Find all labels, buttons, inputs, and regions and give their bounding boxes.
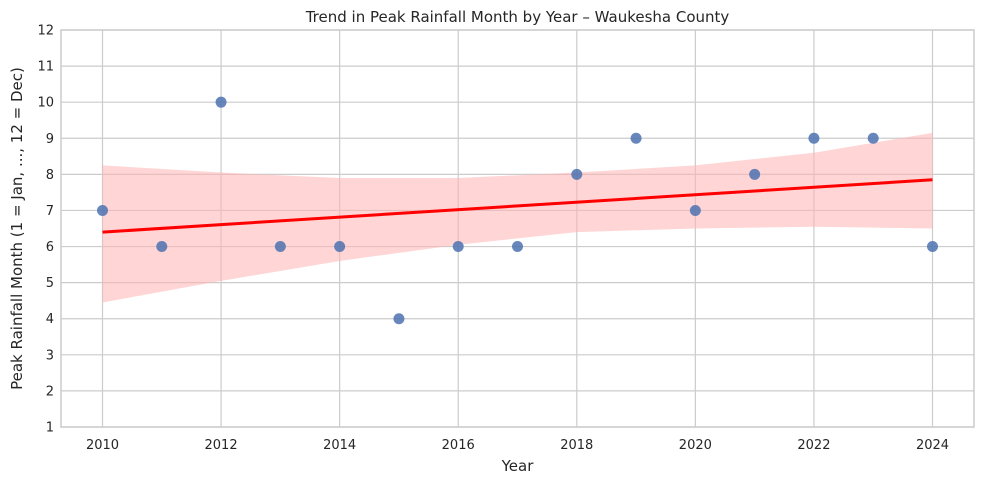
- y-tick-label: 10: [37, 96, 54, 111]
- y-tick-label: 5: [46, 276, 54, 291]
- y-tick-label: 9: [46, 132, 54, 147]
- regression-line: [102, 178, 933, 234]
- y-tick-label: 4: [46, 312, 54, 327]
- data-points: [97, 96, 938, 325]
- y-axis-label: Peak Rainfall Month (1 = Jan, ..., 12 = …: [8, 67, 26, 390]
- data-point: [393, 313, 405, 325]
- data-point: [334, 241, 346, 253]
- y-tick-label: 1: [46, 421, 54, 436]
- data-point: [156, 241, 168, 253]
- x-tick-label: 2014: [323, 438, 356, 453]
- chart-title: Trend in Peak Rainfall Month by Year – W…: [305, 8, 730, 26]
- x-tick-label: 2020: [679, 438, 712, 453]
- data-point: [571, 168, 583, 180]
- x-axis-label: Year: [501, 457, 535, 475]
- x-tick-label: 2018: [560, 438, 593, 453]
- x-tick-label: 2024: [916, 438, 949, 453]
- y-tick-label: 6: [46, 240, 54, 255]
- y-tick-label: 11: [37, 60, 54, 75]
- x-tick-label: 2012: [205, 438, 238, 453]
- y-tick-label: 3: [46, 348, 54, 363]
- data-point: [927, 241, 938, 253]
- x-tick-labels: 2010 2012 2014 2016 2018 2020 2022 2024: [86, 438, 949, 453]
- x-tick-label: 2010: [86, 438, 119, 453]
- confidence-band: [102, 132, 933, 303]
- data-point: [689, 204, 701, 216]
- data-point: [452, 241, 464, 253]
- y-tick-label: 8: [46, 168, 54, 183]
- data-point: [274, 241, 286, 253]
- plot-frame: [60, 29, 975, 428]
- data-point: [749, 168, 761, 180]
- data-point: [808, 132, 820, 144]
- data-point: [215, 96, 227, 108]
- y-tick-label: 12: [37, 24, 54, 39]
- data-point: [867, 132, 879, 144]
- y-tick-label: 7: [46, 204, 54, 219]
- x-tick-label: 2016: [442, 438, 475, 453]
- data-point: [97, 204, 108, 216]
- data-point: [630, 132, 642, 144]
- x-tick-label: 2022: [797, 438, 830, 453]
- y-tick-label: 2: [46, 384, 54, 399]
- data-point: [512, 241, 523, 253]
